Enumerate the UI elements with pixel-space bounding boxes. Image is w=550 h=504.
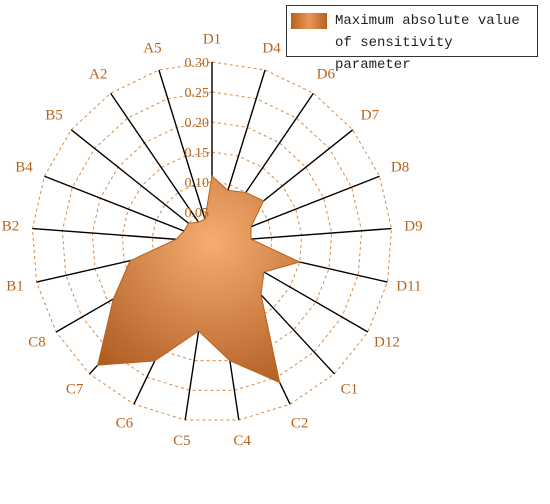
category-label: C7	[66, 382, 84, 398]
category-label: A2	[89, 67, 107, 83]
tick-label: 0.30	[185, 56, 210, 71]
category-label: C6	[116, 415, 134, 431]
category-label: D11	[396, 278, 421, 294]
category-label: C2	[291, 415, 309, 431]
legend: Maximum absolute value of sensitivity pa…	[286, 5, 538, 73]
category-label: D6	[317, 67, 336, 83]
legend-swatch	[291, 13, 327, 29]
category-label: C8	[28, 334, 46, 350]
category-label: B5	[45, 107, 63, 123]
grid-ring	[31, 61, 393, 421]
grid-ring	[121, 151, 303, 332]
tick-label: 0.10	[185, 176, 210, 191]
category-label: C1	[341, 382, 359, 398]
axis-spoke	[110, 92, 213, 243]
legend-label: Maximum absolute value of sensitivity pa…	[335, 13, 520, 73]
tick-label: 0.25	[185, 86, 210, 101]
radar-area	[97, 175, 302, 384]
axis-spoke	[158, 69, 213, 243]
plot	[97, 175, 302, 384]
tick-label: 0.05	[185, 206, 210, 221]
category-label: D1	[203, 31, 221, 47]
category-label: A5	[143, 40, 161, 56]
tick-label: 0.20	[185, 116, 210, 131]
category-label: B1	[6, 278, 24, 294]
category-label: C4	[233, 433, 251, 449]
category-label: B4	[15, 160, 33, 176]
category-label: D4	[262, 40, 281, 56]
category-label: D9	[404, 218, 422, 234]
category-label: D7	[361, 107, 380, 123]
grid-ring	[91, 121, 333, 362]
category-label: D8	[391, 160, 409, 176]
category-label: B2	[2, 218, 20, 234]
category-label: D12	[374, 334, 400, 350]
grid-ring	[61, 91, 363, 391]
category-label: C5	[173, 433, 191, 449]
tick-label: 0.15	[185, 146, 210, 161]
